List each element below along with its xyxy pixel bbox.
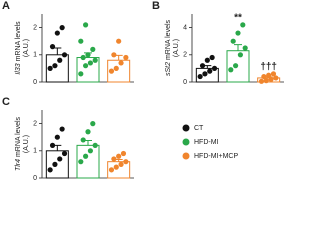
data-point xyxy=(123,159,129,165)
data-point xyxy=(258,78,265,84)
data-point xyxy=(266,72,272,78)
y-axis-label-text: mRNA levels xyxy=(15,21,22,62)
data-point xyxy=(49,142,56,148)
data-point xyxy=(80,137,86,143)
data-point xyxy=(87,60,93,66)
data-point xyxy=(207,68,213,74)
data-point xyxy=(47,65,53,71)
y-tick-label: 2 xyxy=(33,120,37,127)
y-axis-gene: sSt2 xyxy=(165,62,172,76)
y-axis-label-text: mRNA levels xyxy=(15,116,22,157)
y-axis-gene: Il33 xyxy=(15,63,22,74)
data-point xyxy=(59,126,65,132)
error-bar xyxy=(53,47,62,55)
data-point xyxy=(85,52,91,58)
data-point xyxy=(49,44,56,50)
data-point xyxy=(90,121,96,127)
data-point xyxy=(83,22,89,28)
data-point xyxy=(270,71,277,77)
y-axis-label: sSt2 mRNA levels(A.U.) xyxy=(165,19,180,76)
data-point xyxy=(261,73,267,80)
data-point xyxy=(52,161,58,167)
data-point xyxy=(242,45,248,51)
data-point xyxy=(228,67,234,73)
y-axis-label: Tlr4 mRNA levels(A.U.) xyxy=(15,116,30,171)
data-point xyxy=(118,60,124,66)
legend-label: HFD-MI xyxy=(194,139,219,146)
data-point xyxy=(268,76,274,82)
data-point xyxy=(233,63,239,69)
data-point xyxy=(204,57,210,63)
data-point xyxy=(83,153,89,159)
data-point xyxy=(111,156,117,162)
data-point xyxy=(209,54,215,61)
y-tick-label: 1 xyxy=(33,52,37,59)
data-point xyxy=(108,167,115,173)
data-point xyxy=(240,22,246,28)
data-point xyxy=(78,38,84,44)
data-point xyxy=(87,148,93,154)
data-point xyxy=(263,78,269,84)
data-point xyxy=(92,57,98,63)
y-axis-unit: (A.U.) xyxy=(173,39,180,57)
data-point xyxy=(57,156,63,162)
legend-label: HFD-MI+MCP xyxy=(194,153,238,160)
data-point xyxy=(235,30,241,36)
data-point xyxy=(92,142,98,148)
data-point xyxy=(108,68,115,74)
data-point xyxy=(85,129,91,135)
data-point xyxy=(59,25,65,31)
data-point xyxy=(237,52,243,58)
data-point xyxy=(273,75,279,81)
data-point xyxy=(120,150,127,157)
y-axis-gene: Tlr4 xyxy=(15,159,22,171)
panel-label: A xyxy=(2,0,10,12)
data-point xyxy=(199,63,206,69)
y-axis-unit: (A.U.) xyxy=(23,135,30,153)
y-axis-label-text: mRNA levels xyxy=(165,19,172,60)
y-tick-label: 0 xyxy=(33,175,37,182)
data-point xyxy=(118,161,124,167)
panel-label: B xyxy=(152,0,160,12)
y-tick-label: 4 xyxy=(183,24,187,31)
data-point xyxy=(230,38,236,44)
data-point xyxy=(78,71,84,77)
data-point xyxy=(116,38,122,44)
legend-marker xyxy=(182,138,190,146)
data-point xyxy=(113,65,119,71)
legend-marker xyxy=(182,152,190,160)
y-tick-label: 1 xyxy=(33,148,37,155)
data-point xyxy=(113,164,119,170)
data-point xyxy=(52,63,58,69)
data-point xyxy=(54,30,60,36)
y-tick-label: 0 xyxy=(183,79,187,86)
data-point xyxy=(123,54,129,61)
data-point xyxy=(83,63,89,69)
data-point xyxy=(47,167,53,173)
data-point xyxy=(116,153,122,159)
data-point xyxy=(54,134,60,140)
data-point xyxy=(211,65,218,71)
data-point xyxy=(197,73,203,80)
data-point xyxy=(202,71,208,77)
legend-label: CT xyxy=(194,125,204,132)
significance: ** xyxy=(234,13,242,24)
error-bar xyxy=(234,44,242,51)
panel-label: C xyxy=(2,96,10,108)
data-point xyxy=(111,52,117,58)
data-point xyxy=(61,52,68,58)
data-point xyxy=(90,46,96,52)
data-point xyxy=(78,159,84,165)
significance: ††† xyxy=(260,61,277,72)
y-axis-label: Il33 mRNA levels(A.U.) xyxy=(15,21,30,75)
y-tick-label: 2 xyxy=(183,52,187,59)
y-axis-unit: (A.U.) xyxy=(23,39,30,57)
data-point xyxy=(80,54,86,61)
legend-marker xyxy=(182,124,190,132)
y-tick-label: 0 xyxy=(33,79,37,86)
y-tick-label: 2 xyxy=(33,24,37,31)
data-point xyxy=(57,57,63,63)
data-point xyxy=(61,150,68,157)
